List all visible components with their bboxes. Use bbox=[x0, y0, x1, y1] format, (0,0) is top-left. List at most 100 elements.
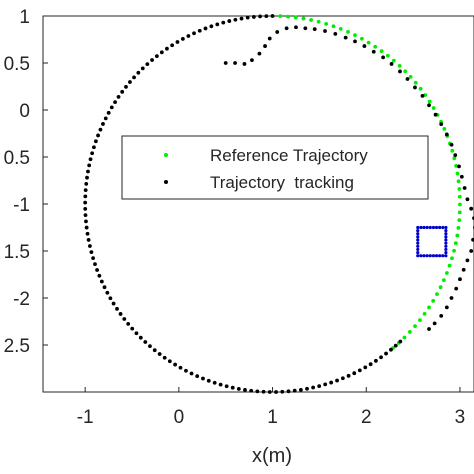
tracking-point bbox=[108, 296, 113, 301]
y-axis: 1 0.5 0 0.5 -1 1.5 -2 2.5 bbox=[4, 7, 48, 357]
tracking-point bbox=[363, 365, 368, 370]
reference-point bbox=[444, 271, 449, 275]
tracking-point bbox=[120, 89, 125, 94]
tracking-point bbox=[267, 390, 272, 394]
tracking-point bbox=[124, 84, 128, 89]
tracking-point bbox=[206, 378, 211, 383]
reference-point bbox=[427, 305, 431, 310]
tracking-point bbox=[432, 321, 437, 326]
tracking-point bbox=[105, 290, 110, 295]
reference-point bbox=[293, 15, 298, 20]
reference-point bbox=[301, 16, 306, 21]
reference-point bbox=[413, 80, 418, 85]
reference-point bbox=[338, 27, 343, 31]
reference-point bbox=[309, 18, 313, 22]
tracking-point bbox=[362, 44, 367, 48]
tracking-point bbox=[263, 44, 267, 48]
tracking-point bbox=[374, 358, 378, 363]
reference-point bbox=[418, 318, 422, 322]
target-square-point bbox=[416, 229, 420, 233]
tracking-point bbox=[148, 344, 152, 349]
tracking-point bbox=[85, 231, 90, 236]
reference-point bbox=[455, 171, 460, 176]
tracking-point bbox=[449, 142, 454, 147]
tracking-point bbox=[420, 94, 425, 98]
tracking-point bbox=[167, 359, 172, 364]
target-square-point bbox=[416, 241, 420, 245]
tracking-point bbox=[257, 51, 262, 56]
tracking-point bbox=[201, 376, 205, 381]
tracking-point bbox=[352, 371, 357, 376]
reference-point bbox=[408, 74, 413, 79]
tracking-point bbox=[243, 388, 247, 392]
tracking-point bbox=[150, 58, 154, 62]
tracking-point bbox=[227, 19, 232, 23]
tracking-point bbox=[471, 237, 474, 242]
tracking-point bbox=[398, 69, 402, 74]
reference-point bbox=[331, 24, 336, 29]
tracking-point bbox=[186, 34, 191, 38]
legend-marker-tracking bbox=[164, 180, 168, 184]
target-square-point bbox=[444, 238, 448, 242]
tracking-point bbox=[264, 14, 269, 18]
target-square-point bbox=[444, 250, 448, 255]
tracking-point bbox=[132, 75, 136, 80]
target-square-point bbox=[444, 225, 448, 230]
tracking-point bbox=[85, 175, 89, 180]
tracking-point bbox=[143, 340, 148, 344]
tracking-point bbox=[88, 244, 92, 248]
reference-point bbox=[456, 225, 461, 230]
x-tick-label: 3 bbox=[455, 407, 466, 428]
y-tick-label: -1 bbox=[13, 195, 30, 216]
reference-trajectory-series bbox=[270, 14, 462, 350]
tracking-point bbox=[111, 301, 116, 306]
target-square-point bbox=[422, 254, 426, 258]
reference-point bbox=[286, 14, 290, 19]
target-square-point bbox=[416, 244, 420, 248]
x-tick-label: 1 bbox=[267, 407, 278, 428]
tracking-point bbox=[384, 351, 388, 356]
target-square-point bbox=[441, 225, 445, 230]
tracking-point bbox=[462, 186, 467, 190]
tracking-point bbox=[311, 385, 316, 390]
tracking-point bbox=[398, 339, 403, 344]
tracking-point bbox=[95, 268, 99, 272]
tracking-point bbox=[221, 20, 226, 25]
target-square-point bbox=[444, 244, 448, 248]
tracking-point bbox=[255, 389, 260, 394]
tracking-point bbox=[113, 100, 117, 104]
tracking-point bbox=[89, 250, 94, 255]
tracking-point bbox=[83, 200, 88, 205]
tracking-point bbox=[154, 54, 159, 58]
tracking-point bbox=[103, 116, 108, 121]
tracking-point bbox=[83, 213, 88, 218]
tracking-point bbox=[173, 362, 178, 367]
tracking-point bbox=[270, 14, 275, 18]
reference-point bbox=[431, 298, 436, 303]
tracking-point bbox=[98, 127, 103, 132]
tracking-point bbox=[458, 277, 462, 282]
reference-point bbox=[454, 163, 458, 168]
tracking-point bbox=[109, 105, 114, 110]
target-square-point bbox=[428, 254, 432, 258]
target-square-point bbox=[416, 238, 420, 242]
target-square-point bbox=[416, 225, 420, 230]
tracking-point bbox=[459, 174, 464, 179]
tracking-point bbox=[389, 62, 394, 66]
legend-marker-reference bbox=[164, 153, 168, 157]
tracking-point bbox=[90, 151, 95, 156]
tracking-point bbox=[444, 132, 449, 137]
tracking-point bbox=[461, 267, 466, 272]
tracking-point bbox=[128, 80, 132, 84]
target-square-point bbox=[425, 225, 429, 230]
tracking-point bbox=[178, 365, 183, 370]
tracking-point bbox=[250, 58, 254, 63]
target-square-point bbox=[422, 225, 426, 230]
tracking-point bbox=[101, 122, 105, 126]
tracking-point bbox=[275, 30, 280, 34]
reference-point bbox=[413, 324, 417, 329]
reference-point bbox=[422, 311, 427, 316]
tracking-point bbox=[233, 17, 238, 22]
tracking-point bbox=[145, 62, 150, 67]
target-square-point bbox=[444, 235, 448, 239]
